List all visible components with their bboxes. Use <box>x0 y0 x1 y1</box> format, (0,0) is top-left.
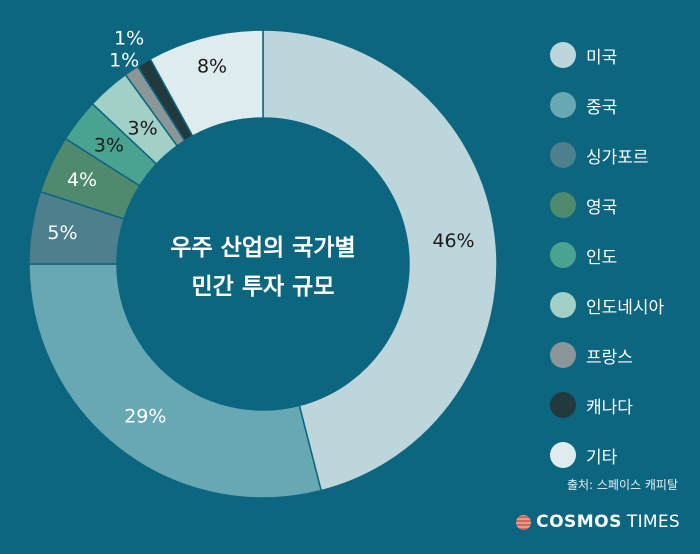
legend-swatch <box>550 342 576 368</box>
legend-swatch <box>550 142 576 168</box>
brand-logo: COSMOS TIMES <box>516 512 680 532</box>
slice-label-8: 1% <box>114 28 144 50</box>
legend-label: 인도 <box>586 247 618 268</box>
legend-label: 프랑스 <box>586 347 633 368</box>
legend-swatch <box>550 442 576 468</box>
chart-title-line-1: 우주 산업의 국가별 <box>170 235 355 261</box>
slice-label-3: 5% <box>47 222 77 244</box>
legend-label: 미국 <box>586 47 618 68</box>
legend-label: 영국 <box>586 197 618 218</box>
legend-swatch <box>550 192 576 218</box>
slice-label-4: 4% <box>67 169 97 191</box>
slice-2 <box>28 263 323 499</box>
legend-label: 인도네시아 <box>586 297 665 318</box>
legend-swatch <box>550 242 576 268</box>
brand-name-bold: COSMOS <box>536 512 622 532</box>
legend-item: 인도네시아 <box>550 280 664 330</box>
legend-swatch <box>550 292 576 318</box>
legend-item: 미국 <box>550 30 664 80</box>
legend-item: 영국 <box>550 180 664 230</box>
slice-9 <box>149 29 264 138</box>
legend-swatch <box>550 392 576 418</box>
slice-label-6: 3% <box>128 117 158 139</box>
legend-item: 기타 <box>550 430 664 480</box>
chart-title-line-2: 민간 투자 규모 <box>192 274 335 300</box>
legend-item: 캐나다 <box>550 380 664 430</box>
legend-label: 기타 <box>586 447 618 468</box>
slice-labels: 46% 29% 5% 4% 3%3% 1%1% 8% <box>47 28 474 428</box>
planet-icon <box>516 514 532 530</box>
slice-label-9: 8% <box>197 55 227 77</box>
slice-label-2: 29% <box>124 406 166 428</box>
legend-label: 중국 <box>586 97 618 118</box>
slice-label-1: 46% <box>432 230 474 252</box>
legend-item: 인도 <box>550 230 664 280</box>
slice-1 <box>262 29 498 492</box>
donut-slices <box>28 29 498 499</box>
legend-item: 프랑스 <box>550 330 664 380</box>
legend-label: 싱가포르 <box>586 147 649 168</box>
slice-label-7: 1% <box>109 50 139 72</box>
legend-item: 중국 <box>550 80 664 130</box>
legend-item: 싱가포르 <box>550 130 664 180</box>
source-note: 출처: 스페이스 캐피탈 <box>566 478 678 492</box>
legend-swatch <box>550 92 576 118</box>
legend-swatch <box>550 42 576 68</box>
legend-label: 캐나다 <box>586 397 633 418</box>
brand-name-light: TIMES <box>626 512 680 532</box>
slice-label-5: 3% <box>94 134 124 156</box>
